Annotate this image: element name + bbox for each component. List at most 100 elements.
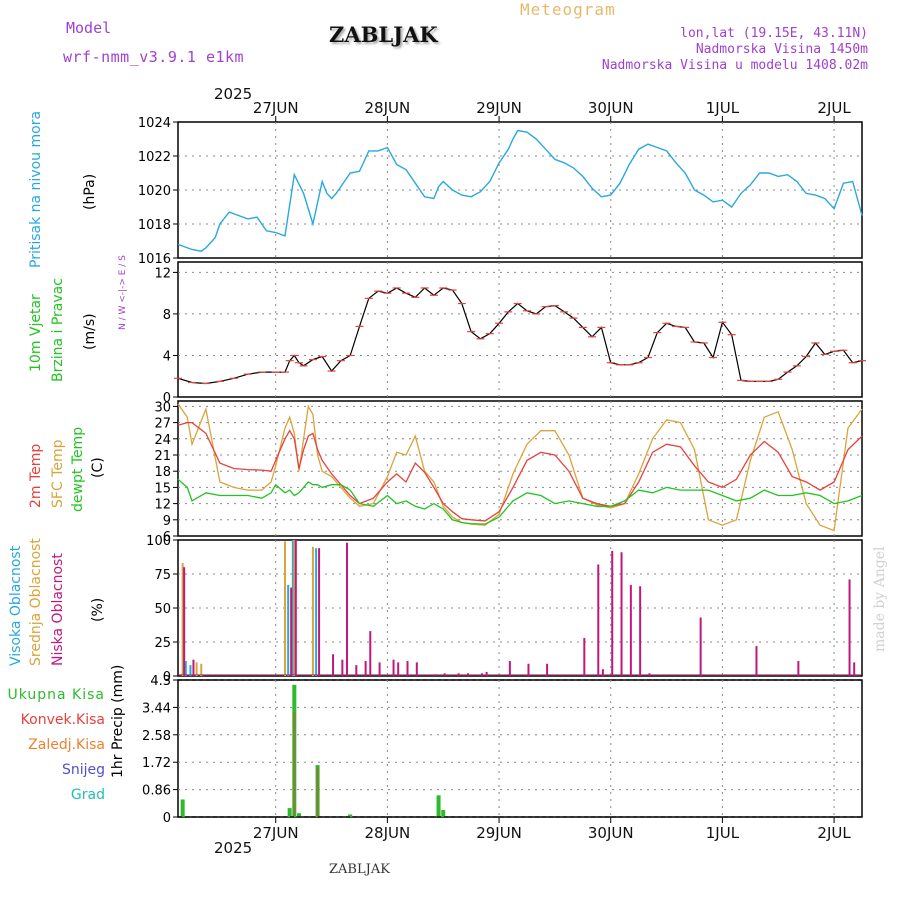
y-tick-label: 18 bbox=[154, 465, 171, 480]
y-tick-label: 6 bbox=[163, 530, 171, 545]
precip-legend-total: Ukupna Kisa bbox=[7, 687, 105, 703]
total-rain-bar bbox=[348, 814, 353, 817]
convective-rain-bar bbox=[316, 767, 319, 817]
dewpt-temp-line bbox=[177, 478, 863, 525]
day-label-top: 2JUL bbox=[817, 99, 851, 117]
product-title: Meteogram bbox=[520, 0, 616, 19]
low-cloud-bar bbox=[355, 665, 358, 676]
y-tick-label: 4.3 bbox=[150, 674, 171, 689]
precip-legend-snow: Snijeg bbox=[61, 762, 105, 778]
y-tick-label: 3.44 bbox=[142, 701, 171, 716]
y-tick-label: 12 bbox=[154, 266, 171, 281]
low-cloud-bar bbox=[797, 661, 800, 676]
high-cloud-bar bbox=[287, 584, 290, 676]
low-cloud-bar bbox=[620, 552, 623, 676]
y-tick-label: 0.86 bbox=[142, 784, 171, 799]
low-cloud-bar bbox=[341, 659, 344, 676]
low-cloud-bar bbox=[290, 587, 293, 676]
day-label-bottom: 2JUL bbox=[817, 824, 851, 842]
y-tick-label: 1022 bbox=[138, 150, 171, 165]
y-tick-label: 1.72 bbox=[142, 756, 171, 771]
total-rain-bar bbox=[180, 799, 185, 817]
low-cloud-bar bbox=[597, 564, 600, 676]
y-tick-label: 100 bbox=[146, 534, 171, 549]
day-label-top: 30JUN bbox=[588, 99, 634, 117]
station-title: ZABLJAK bbox=[329, 22, 438, 47]
low-cloud-bar bbox=[318, 548, 321, 676]
precip-legend-frozen: Zaledj.Kisa bbox=[28, 737, 105, 753]
high-cloud-bar bbox=[315, 548, 318, 676]
y-tick-label: 8 bbox=[163, 308, 171, 323]
precip-legend-conv: Konvek.Kisa bbox=[20, 712, 105, 728]
total-rain-bar bbox=[436, 795, 441, 817]
day-label-top: 29JUN bbox=[476, 99, 522, 117]
low-cloud-bar bbox=[434, 674, 437, 676]
high-cloud-bar bbox=[184, 661, 187, 676]
high-cloud-bar bbox=[291, 540, 294, 676]
low-cloud-bar bbox=[546, 663, 549, 676]
precip-legend-hail: Grad bbox=[70, 787, 105, 803]
panel-frame-precip bbox=[177, 679, 863, 818]
wind-speed-line bbox=[177, 287, 863, 385]
y-tick-label: 0 bbox=[163, 391, 171, 406]
day-label-bottom: 27JUN bbox=[253, 824, 299, 842]
y-tick-label: 30 bbox=[154, 400, 171, 415]
low-cloud-bar bbox=[364, 661, 367, 676]
temp-2m-line bbox=[177, 421, 863, 522]
y-tick-label: 75 bbox=[154, 568, 171, 583]
low-cloud-bar bbox=[527, 663, 530, 676]
low-cloud-bar bbox=[583, 637, 586, 676]
total-rain-bar bbox=[296, 813, 301, 817]
low-cloud-bar bbox=[294, 540, 297, 676]
y-tick-label: 24 bbox=[154, 433, 171, 448]
low-cloud-bar bbox=[397, 662, 400, 676]
high-cloud-bar bbox=[189, 665, 192, 676]
low-cloud-bar bbox=[332, 654, 335, 676]
day-label-top: 1JUL bbox=[706, 99, 740, 117]
day-label-bottom: 29JUN bbox=[476, 824, 522, 842]
y-tick-label: 25 bbox=[154, 636, 171, 651]
y-tick-label: 27 bbox=[154, 417, 171, 432]
low-cloud-bar bbox=[699, 617, 702, 676]
top-year: 2025 bbox=[214, 85, 253, 103]
panel-frame-wind bbox=[177, 261, 863, 398]
y-tick-label: 1016 bbox=[138, 252, 171, 267]
y-tick-label: 4 bbox=[163, 349, 171, 364]
low-cloud-bar bbox=[346, 542, 349, 676]
model-name: wrf-nmm_v3.9.1 e1km bbox=[63, 48, 245, 66]
lonlat-label: lon,lat (19.15E, 43.11N) bbox=[680, 26, 868, 41]
panel-frame-temperature bbox=[177, 400, 863, 537]
bottom-year: 2025 bbox=[214, 839, 253, 857]
mid-cloud-bar bbox=[311, 546, 314, 676]
low-cloud-bar bbox=[378, 662, 381, 676]
day-label-bottom: 1JUL bbox=[706, 824, 740, 842]
y-tick-label: 12 bbox=[154, 498, 171, 513]
low-cloud-bar bbox=[639, 586, 642, 676]
mid-cloud-bar bbox=[293, 540, 296, 676]
model-label: Model bbox=[66, 19, 112, 37]
mid-cloud-bar bbox=[181, 563, 184, 676]
day-label-top: 28JUN bbox=[365, 99, 411, 117]
y-tick-label: 1024 bbox=[138, 116, 171, 131]
low-cloud-bar bbox=[629, 584, 632, 676]
y-tick-label: 2.58 bbox=[142, 729, 171, 744]
y-tick-label: 1018 bbox=[138, 218, 171, 233]
low-cloud-bar bbox=[611, 550, 614, 676]
model-altitude-label: Nadmorska Visina u modelu 1408.02m bbox=[601, 58, 868, 73]
low-cloud-bar bbox=[601, 669, 604, 676]
y-tick-label: 21 bbox=[154, 449, 171, 464]
low-cloud-bar bbox=[392, 659, 395, 676]
total-rain-bar bbox=[441, 809, 446, 817]
mid-cloud-bar bbox=[200, 663, 203, 676]
y-tick-label: 0 bbox=[163, 670, 171, 685]
day-label-bottom: 28JUN bbox=[365, 824, 411, 842]
convective-rain-bar bbox=[293, 711, 296, 817]
mid-cloud-bar bbox=[284, 541, 287, 676]
low-cloud-bar bbox=[755, 646, 758, 676]
low-cloud-bar bbox=[192, 659, 195, 676]
low-cloud-bar bbox=[406, 661, 409, 676]
low-cloud-bar bbox=[369, 631, 372, 676]
footer-station: ZABLJAK bbox=[329, 862, 390, 877]
low-cloud-bar bbox=[853, 662, 856, 676]
